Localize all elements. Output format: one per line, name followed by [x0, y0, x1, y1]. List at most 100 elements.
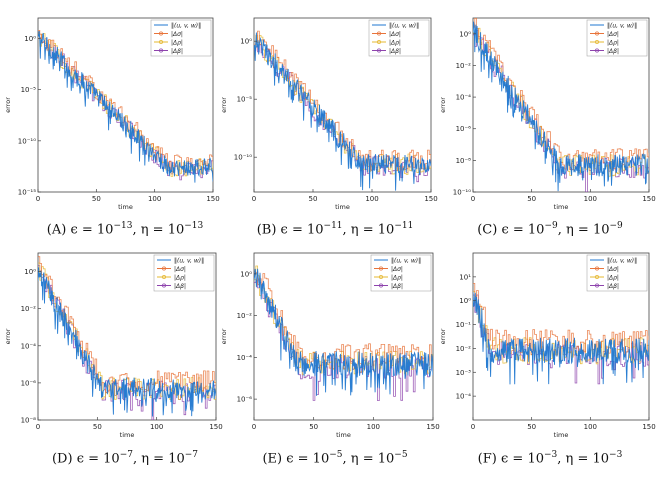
y-tick-label: 10⁰: [459, 297, 471, 305]
x-tick-label: 150: [209, 423, 222, 431]
x-axis-label: time: [336, 431, 351, 439]
legend-entry: |Δβ|: [391, 283, 403, 290]
plot-area: [472, 252, 650, 421]
legend-marker: [162, 283, 166, 288]
y-tick-label: 10⁻²: [21, 305, 37, 313]
panel-b: 0 50 100 150 10⁻¹⁰ 10⁻⁵ 10⁰ time error ‖(u, v, w)…: [220, 17, 438, 211]
legend-entry: |Δρ|: [389, 39, 401, 46]
x-axis-label: time: [335, 203, 350, 211]
y-tick-label: 10⁰: [24, 268, 36, 276]
legend-marker: [377, 40, 381, 44]
y-tick-label: 10⁻⁴: [237, 354, 253, 362]
legend-marker: [162, 275, 166, 279]
x-tick-label: 100: [365, 195, 378, 203]
x-tick-label: 150: [424, 195, 437, 203]
legend: ‖(u, v, w)‖ |Δσ||Δρ| |Δβ|: [368, 19, 430, 57]
y-tick-label: 10⁻²: [456, 62, 472, 70]
y-tick-label: 10⁻¹⁰: [453, 189, 471, 197]
y-axis-label: error: [4, 328, 12, 344]
y-tick-label: 10⁻⁶: [237, 396, 253, 404]
legend-entry: ‖(u, v, w)‖: [174, 257, 204, 264]
y-tick-label: 10⁻¹⁰: [18, 137, 36, 145]
legend: ‖(u, v, w)‖ |Δσ||Δρ| |Δβ|: [586, 254, 648, 292]
y-tick-label: 10⁻⁶: [21, 379, 37, 387]
y-tick-label: 10⁻⁸: [21, 417, 37, 425]
legend-entry: |Δβ|: [174, 283, 186, 290]
legend-marker: [159, 40, 163, 44]
series-dsigma-line: [38, 30, 213, 173]
legend-marker: [379, 266, 383, 271]
legend-marker: [377, 48, 381, 53]
series-uvw-line: [254, 32, 431, 191]
legend-entry: |Δσ|: [607, 266, 619, 273]
y-tick-label: 10⁻⁵: [21, 86, 37, 94]
legend-entry: |Δρ|: [607, 274, 619, 281]
y-tick-label: 10¹: [459, 273, 471, 281]
legend-entry: |Δβ|: [171, 48, 183, 55]
x-tick-label: 100: [148, 195, 161, 203]
x-tick-label: 100: [367, 423, 380, 431]
y-axis-label: error: [439, 97, 447, 113]
legend-entry: |Δσ|: [389, 31, 401, 38]
y-tick-label: 10⁻⁴: [21, 342, 37, 350]
y-axis-label: error: [439, 328, 447, 344]
x-tick-label: 50: [527, 195, 536, 203]
legend-entry: ‖(u, v, w)‖: [171, 22, 201, 29]
caption-c: (C) ϵ = 10−9, η = 10−9: [477, 221, 623, 238]
caption-label: (C): [477, 222, 498, 238]
legend-entry: |Δσ|: [607, 31, 619, 38]
x-tick-label: 50: [527, 423, 536, 431]
legend-entry: |Δρ|: [171, 39, 183, 46]
series-uvw-line: [473, 291, 649, 385]
x-tick-label: 50: [309, 423, 318, 431]
panel-c: 0 50 100 150 10⁻¹⁰ 10⁻⁸ 10⁻⁶ 10⁻⁴ 10⁻² 10⁰ time err…: [439, 17, 656, 211]
legend-marker: [595, 283, 599, 288]
panel-e: 0 50 100 150 10⁻⁶ 10⁻⁴ 10⁻² 10⁰ time error ‖(u, v,…: [220, 252, 440, 439]
x-tick-label: 0: [36, 195, 40, 203]
caption-d: (D) ϵ = 10−7, η = 10−7: [51, 450, 199, 467]
y-tick-label: 10⁻¹: [456, 321, 472, 329]
y-tick-label: 10⁰: [24, 35, 36, 43]
legend-entry: ‖(u, v, w)‖: [391, 257, 421, 264]
legend: ‖(u, v, w)‖ |Δσ||Δρ| |Δβ|: [150, 19, 212, 57]
x-tick-label: 0: [252, 423, 256, 431]
y-tick-label: 10⁻²: [456, 345, 472, 353]
series-uvw-line: [38, 267, 216, 417]
caption-label: (E): [262, 451, 283, 467]
legend: ‖(u, v, w)‖ |Δσ||Δρ| |Δβ|: [586, 19, 648, 57]
legend-marker: [162, 266, 166, 271]
y-tick-label: 10⁻⁸: [456, 157, 472, 165]
y-tick-label: 10⁰: [459, 30, 471, 38]
x-tick-label: 50: [92, 195, 101, 203]
legend-marker: [379, 283, 383, 288]
legend-entry: ‖(u, v, w)‖: [607, 22, 637, 29]
legend-entry: |Δρ|: [607, 39, 619, 46]
x-tick-label: 50: [93, 423, 102, 431]
legend-entry: ‖(u, v, w)‖: [607, 257, 637, 264]
caption-label: (A): [46, 222, 67, 238]
x-tick-label: 0: [471, 195, 475, 203]
legend-marker: [595, 31, 599, 36]
panel-d: 0 50 100 150 10⁻⁸ 10⁻⁶ 10⁻⁴ 10⁻² 10⁰ time error ‖(u…: [4, 252, 223, 439]
x-tick-label: 150: [426, 423, 439, 431]
legend-marker: [595, 40, 599, 44]
y-axis-label: error: [4, 97, 12, 113]
legend-entry: |Δβ|: [389, 48, 401, 55]
x-tick-label: 150: [206, 195, 219, 203]
y-tick-label: 10⁻⁴: [456, 94, 472, 102]
x-axis-label: time: [118, 203, 133, 211]
legend-marker: [159, 31, 163, 36]
x-tick-label: 100: [584, 423, 597, 431]
legend-marker: [595, 48, 599, 53]
caption-e: (E) ϵ = 10−5, η = 10−5: [262, 450, 408, 467]
legend-marker: [379, 275, 383, 279]
x-tick-label: 50: [309, 195, 318, 203]
y-tick-label: 10⁰: [240, 270, 252, 278]
y-tick-label: 10⁰: [240, 38, 252, 46]
x-tick-label: 0: [471, 423, 475, 431]
y-tick-label: 10⁻⁴: [456, 393, 472, 401]
caption-a: (A) ϵ = 10−13, η = 10−13: [46, 221, 204, 238]
y-tick-label: 10⁻²: [237, 312, 253, 320]
legend-marker: [595, 266, 599, 271]
